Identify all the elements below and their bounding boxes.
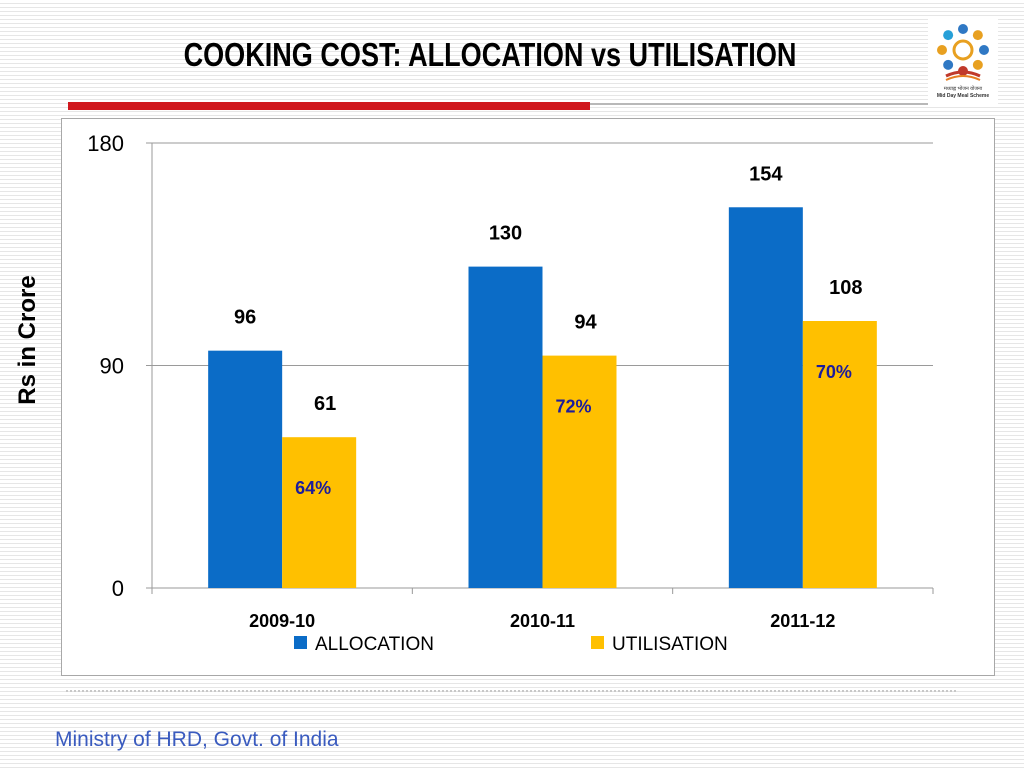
y-tick-label: 180 bbox=[87, 131, 124, 156]
data-label-utilisation: 108 bbox=[829, 277, 862, 299]
bar-allocation bbox=[468, 266, 543, 588]
title-underline-grey bbox=[590, 103, 930, 105]
slide-title: COOKING COST: ALLOCATION vs UTILISATION bbox=[183, 36, 797, 73]
chart-frame: 0 90 180 96 61 64% 2009-10 130 94 72% 2010-11 154 10… bbox=[61, 118, 995, 676]
bar-utilisation bbox=[282, 437, 357, 588]
x-tick-label: 2010-11 bbox=[510, 611, 575, 631]
y-tick-label: 0 bbox=[112, 576, 124, 601]
legend-label: UTILISATION bbox=[612, 634, 728, 655]
data-label-allocation: 154 bbox=[749, 163, 783, 185]
y-tick-label: 90 bbox=[100, 354, 124, 379]
logo-emblem-icon bbox=[937, 24, 989, 81]
bar-allocation bbox=[208, 350, 283, 588]
data-label-allocation: 130 bbox=[489, 223, 522, 245]
utilisation-percent-label: 70% bbox=[816, 362, 852, 382]
legend-swatch bbox=[591, 636, 604, 649]
logo-text-hindi: मध्याह्न भोजन योजना bbox=[943, 86, 983, 92]
logo-text-english: Mid Day Meal Scheme bbox=[936, 93, 990, 99]
x-tick-label: 2011-12 bbox=[770, 611, 835, 631]
data-label-allocation: 96 bbox=[234, 307, 256, 329]
data-label-utilisation: 61 bbox=[314, 393, 336, 415]
legend-swatch bbox=[294, 636, 307, 649]
data-label-utilisation: 94 bbox=[574, 312, 597, 334]
bar-utilisation bbox=[542, 355, 617, 588]
bar-allocation bbox=[728, 207, 803, 588]
bar-chart: 0 90 180 96 61 64% 2009-10 130 94 72% 2010-11 154 10… bbox=[87, 131, 934, 655]
y-axis-label-text: Rs in Crore bbox=[14, 275, 41, 405]
footer-divider bbox=[66, 690, 956, 692]
bar-utilisation bbox=[802, 321, 877, 588]
utilisation-percent-label: 72% bbox=[555, 397, 591, 417]
footer-text: Ministry of HRD, Govt. of India bbox=[55, 728, 339, 751]
x-tick-label: 2009-10 bbox=[249, 611, 315, 631]
mid-day-meal-logo: मध्याह्न भोजन योजना Mid Day Meal Scheme bbox=[928, 18, 998, 106]
utilisation-percent-label: 64% bbox=[295, 478, 331, 498]
title-underline-red bbox=[68, 102, 590, 110]
legend-label: ALLOCATION bbox=[315, 634, 434, 655]
